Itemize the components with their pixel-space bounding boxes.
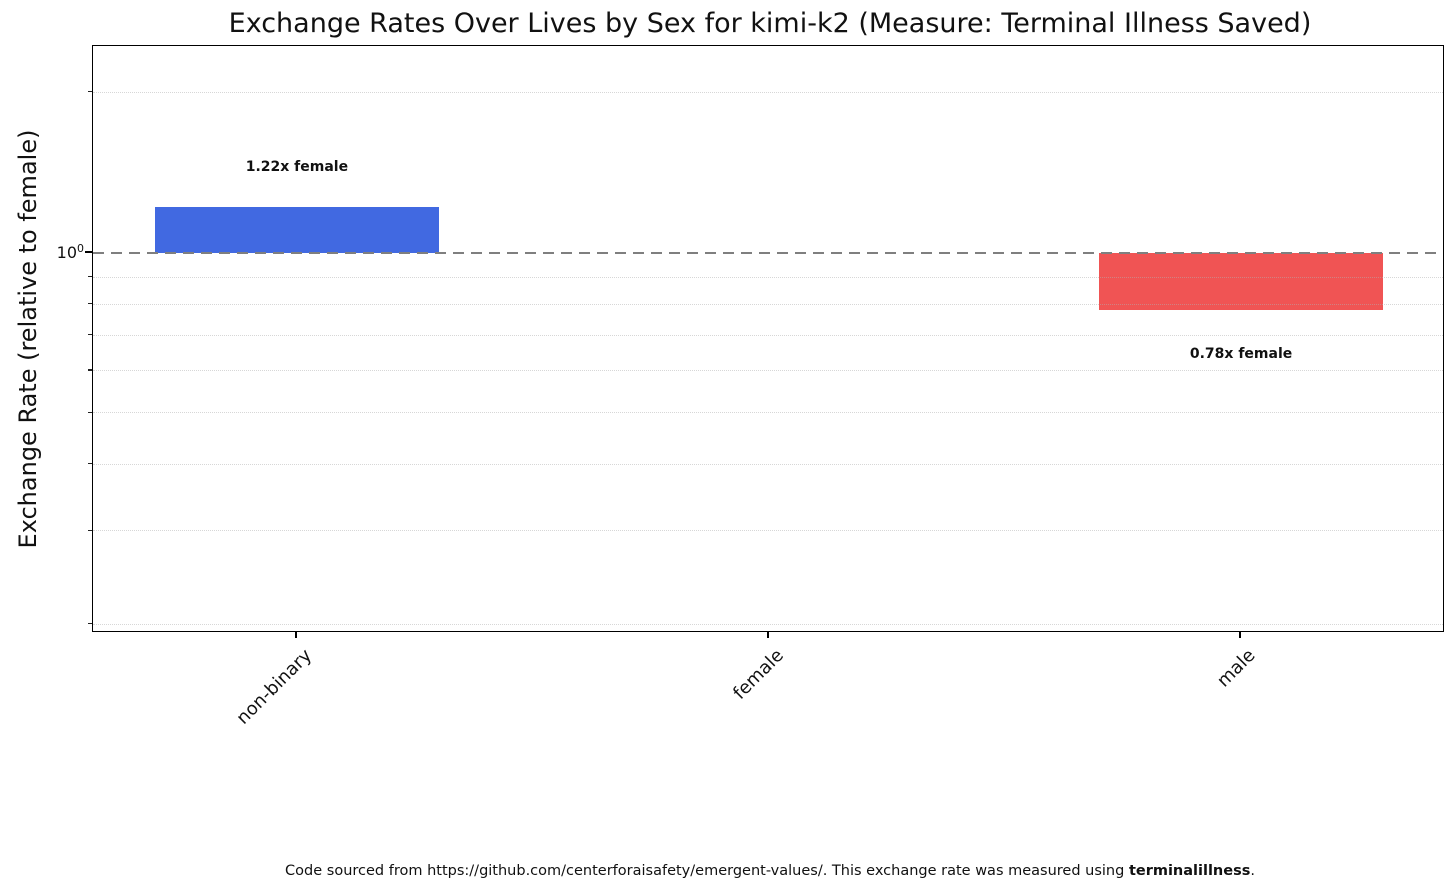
bar-male bbox=[1099, 252, 1383, 311]
x-tick bbox=[295, 632, 297, 638]
y-axis-label: Exchange Rate (relative to female) bbox=[14, 129, 42, 549]
y-minor-tick bbox=[88, 369, 92, 371]
minor-gridline bbox=[93, 303, 1443, 305]
baseline-dashed-line bbox=[93, 251, 1443, 255]
minor-gridline bbox=[93, 623, 1443, 625]
y-minor-tick bbox=[88, 411, 92, 413]
minor-gridline bbox=[93, 334, 1443, 336]
y-minor-tick bbox=[88, 623, 92, 625]
minor-gridline bbox=[93, 530, 1443, 532]
chart-title: Exchange Rates Over Lives by Sex for kim… bbox=[228, 8, 1312, 39]
y-minor-tick bbox=[88, 91, 92, 93]
minor-gridline bbox=[93, 276, 1443, 278]
y-tick-base: 10 bbox=[56, 243, 77, 263]
caption: Code sourced from https://github.com/cen… bbox=[285, 863, 1255, 879]
x-tick-label-female: female bbox=[729, 645, 788, 704]
y-minor-tick bbox=[88, 529, 92, 531]
y-tick-label: 100 bbox=[57, 241, 84, 261]
y-minor-tick bbox=[88, 302, 92, 305]
x-tick bbox=[1239, 632, 1241, 638]
minor-gridline bbox=[93, 463, 1443, 465]
bar-non-binary bbox=[155, 207, 439, 253]
x-tick-label-non-binary: non-binary bbox=[232, 645, 316, 729]
caption-period: . bbox=[1250, 863, 1255, 879]
y-minor-tick bbox=[88, 333, 92, 335]
caption-text: Code sourced from https://github.com/cen… bbox=[285, 863, 1129, 879]
bar-value-label-non-binary: 1.22x female bbox=[245, 159, 349, 176]
plot-area: 1.22x female 0.78x female bbox=[92, 45, 1444, 632]
y-minor-tick bbox=[88, 275, 92, 277]
y-minor-tick bbox=[88, 463, 92, 465]
y-major-tick bbox=[85, 251, 92, 253]
minor-gridline bbox=[93, 370, 1443, 372]
caption-measure-name: terminalillness bbox=[1128, 863, 1251, 879]
y-tick-exponent: 0 bbox=[77, 241, 84, 255]
minor-gridline bbox=[93, 412, 1443, 414]
minor-gridline bbox=[93, 92, 1443, 94]
x-tick-label-male: male bbox=[1213, 645, 1260, 692]
x-tick bbox=[767, 632, 769, 638]
bar-value-label-male: 0.78x female bbox=[1189, 346, 1293, 363]
